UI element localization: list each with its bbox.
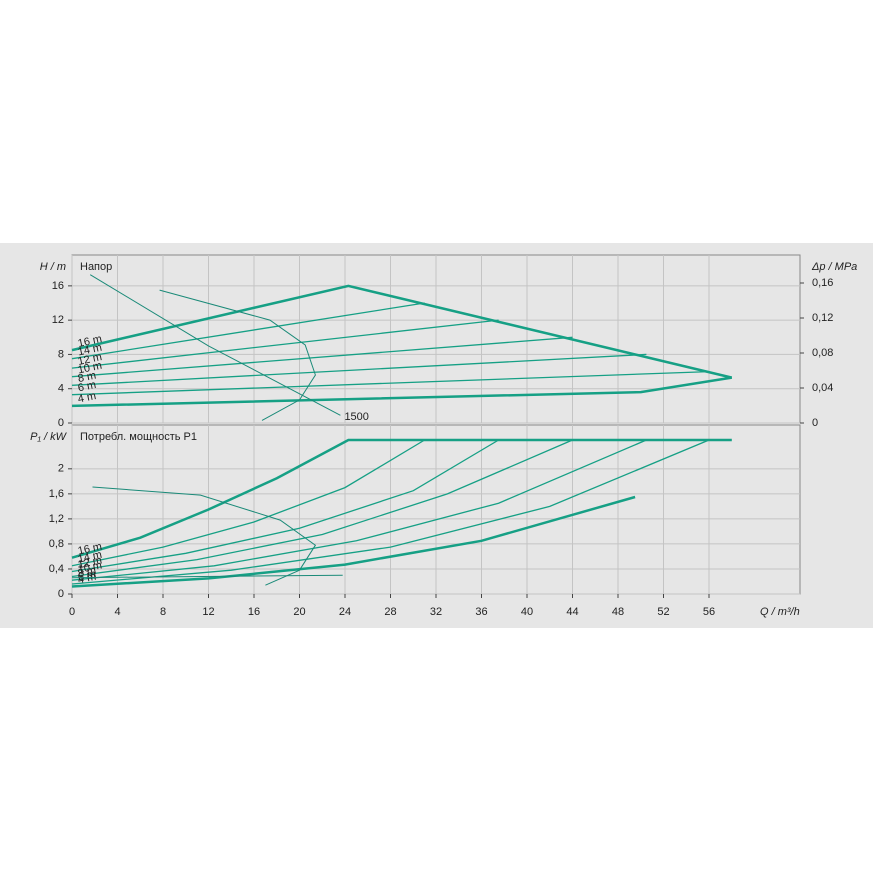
series-label: 10 m — [77, 360, 103, 377]
x-tick-label: 40 — [521, 606, 533, 618]
series-label: 10 m — [77, 559, 103, 576]
x-tick-label: 36 — [475, 606, 487, 618]
y-tick-label: 1,2 — [49, 513, 64, 525]
x-tick-label: 44 — [566, 606, 578, 618]
x-tick-label: 52 — [657, 606, 669, 618]
series-label: 14 m — [77, 549, 103, 566]
x-tick-label: 8 — [160, 606, 166, 618]
series-label: 4 m — [77, 390, 97, 406]
y-tick-label: 12 — [52, 314, 64, 326]
series-label: 16 m — [77, 333, 103, 350]
series-label: 1500 — [344, 411, 368, 423]
x-tick-label: 20 — [293, 606, 305, 618]
curve — [71, 574, 343, 579]
x-tick-label: 16 — [248, 606, 260, 618]
y-tick-label: 16 — [52, 280, 64, 292]
curve — [71, 319, 499, 369]
y-tick-label: 0,8 — [49, 538, 64, 550]
y2-tick-label: 0 — [812, 417, 818, 429]
curve — [71, 439, 647, 581]
curve — [71, 439, 499, 573]
series-label: 4 m — [77, 571, 97, 587]
y-tick-label: 1,6 — [49, 488, 64, 500]
curve — [71, 336, 573, 378]
y2-tick-label: 0,04 — [812, 382, 833, 394]
y-tick-label: 4 — [58, 383, 64, 395]
x-tick-label: 4 — [114, 606, 120, 618]
series-label: 8 m — [77, 370, 97, 386]
curve — [71, 376, 732, 408]
y-tick-label: 0,4 — [49, 563, 64, 575]
series-label: 6 m — [77, 379, 97, 395]
y-axis-label: P₁ / kW — [30, 431, 67, 443]
x-tick-label: 0 — [69, 606, 75, 618]
y2-tick-label: 0,12 — [812, 312, 833, 324]
curve — [71, 370, 710, 396]
y2-axis-label: Δp / MPa — [811, 261, 857, 273]
curve — [71, 284, 733, 379]
x-tick-label: 48 — [612, 606, 624, 618]
chart-title: Потребл. мощность P1 — [80, 431, 197, 443]
y2-tick-label: 0,08 — [812, 347, 833, 359]
y2-tick-label: 0,16 — [812, 277, 833, 289]
curve — [92, 486, 317, 586]
x-tick-label: 24 — [339, 606, 351, 618]
curve — [159, 289, 316, 421]
series-label: 12 m — [77, 554, 103, 571]
x-tick-label: 56 — [703, 606, 715, 618]
y-tick-label: 2 — [58, 463, 64, 475]
series-label: 8 m — [77, 564, 97, 580]
x-axis-label: Q / m³/h — [760, 606, 800, 618]
series-label: 14 m — [77, 342, 103, 359]
y-axis-label: H / m — [40, 261, 66, 273]
series-label: 6 m — [77, 568, 97, 584]
x-tick-label: 12 — [202, 606, 214, 618]
curve — [71, 439, 710, 585]
curve — [71, 353, 647, 386]
curve — [71, 439, 425, 567]
y-tick-label: 8 — [58, 348, 64, 360]
curve — [71, 439, 573, 578]
x-tick-label: 28 — [384, 606, 396, 618]
x-tick-label: 32 — [430, 606, 442, 618]
chart-title: Напор — [80, 261, 112, 273]
curve — [71, 495, 636, 588]
y-tick-label: 0 — [58, 588, 64, 600]
curve — [71, 438, 732, 559]
series-label: 16 m — [77, 541, 103, 558]
y-tick-label: 0 — [58, 417, 64, 429]
curve — [89, 274, 341, 416]
series-label: 12 m — [77, 351, 103, 368]
curve — [71, 302, 425, 360]
